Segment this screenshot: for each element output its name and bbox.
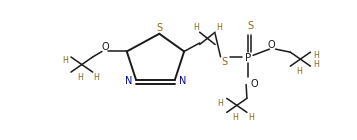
Text: H: H — [314, 60, 320, 69]
Text: S: S — [221, 57, 227, 67]
Text: H: H — [62, 56, 68, 65]
Text: H: H — [216, 23, 222, 32]
Text: H: H — [232, 113, 238, 122]
Text: N: N — [125, 76, 132, 86]
Text: H: H — [77, 73, 83, 82]
Text: O: O — [101, 42, 109, 52]
Text: H: H — [314, 51, 320, 60]
Text: H: H — [94, 73, 100, 82]
Text: P: P — [245, 53, 251, 63]
Text: S: S — [248, 21, 254, 31]
Text: N: N — [179, 76, 186, 86]
Text: O: O — [268, 39, 276, 50]
Text: H: H — [248, 113, 255, 122]
Text: H: H — [193, 23, 199, 32]
Text: H: H — [296, 67, 302, 76]
Text: S: S — [156, 23, 162, 33]
Text: O: O — [250, 79, 258, 89]
Text: H: H — [218, 99, 223, 108]
